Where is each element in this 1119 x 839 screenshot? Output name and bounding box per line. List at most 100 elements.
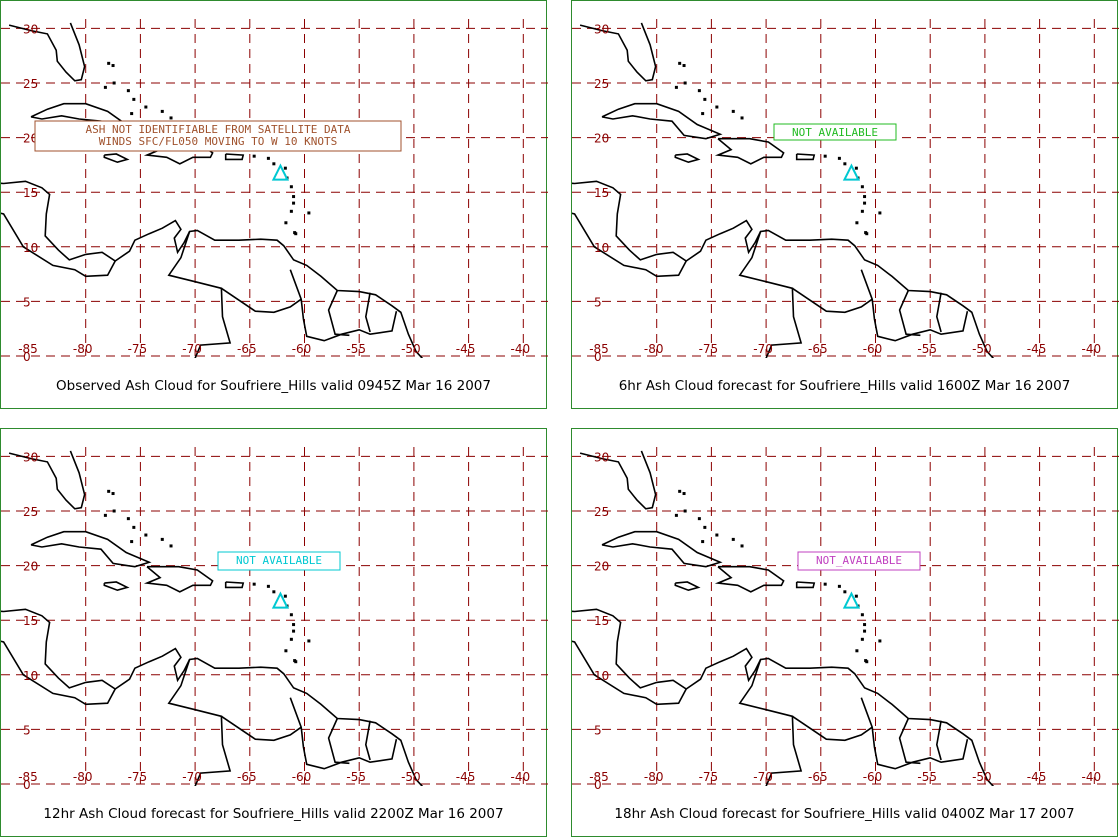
longitude-label: -55 <box>917 342 937 356</box>
island <box>715 105 719 109</box>
latitude-label: 20 <box>594 560 609 574</box>
coastline-centralam <box>1 180 117 278</box>
latitude-label: 10 <box>23 241 38 255</box>
map-panel-12hr: 30 25 20 15 10 5 0 -85 -80 -75 -70 -65 -60 -55 -50 -45 -… <box>0 428 548 837</box>
coastline-bound2 <box>860 269 969 342</box>
latitude-label: 25 <box>23 77 38 91</box>
coastline-bound3 <box>898 718 921 765</box>
lat-lon-grid <box>572 19 1119 357</box>
longitude-label: -40 <box>510 342 530 356</box>
coastline-bound2 <box>289 697 398 770</box>
coastline-florida <box>8 22 86 82</box>
longitude-label: -65 <box>808 342 828 356</box>
island <box>111 64 115 68</box>
volcano-icon <box>271 591 290 609</box>
island <box>843 162 847 166</box>
island <box>112 509 116 513</box>
island <box>678 489 682 493</box>
island <box>715 533 719 537</box>
island <box>703 525 707 529</box>
longitude-label: -45 <box>1027 342 1047 356</box>
island <box>283 166 287 170</box>
volcano-icon <box>842 591 861 609</box>
island <box>860 209 864 213</box>
island <box>863 629 867 633</box>
longitude-label: -70 <box>753 770 773 784</box>
coastline-southam <box>114 647 424 786</box>
latitude-label: 30 <box>23 22 38 36</box>
island <box>701 540 705 544</box>
longitude-label: -85 <box>18 770 38 784</box>
longitude-label: -45 <box>456 770 476 784</box>
island <box>674 513 678 517</box>
coastline-bound3 <box>327 718 350 765</box>
island <box>103 513 107 517</box>
island <box>284 221 288 225</box>
longitude-label: -50 <box>401 770 421 784</box>
island <box>292 195 296 199</box>
latitude-label: 15 <box>23 614 38 628</box>
coastline-hispaniola <box>143 565 214 593</box>
panel-caption: 12hr Ash Cloud forecast for Soufriere_Hi… <box>43 806 504 822</box>
island <box>272 162 276 166</box>
latitude-label: 20 <box>23 132 38 146</box>
lat-lon-grid <box>1 447 548 785</box>
island <box>823 582 827 586</box>
island <box>682 64 686 68</box>
longitude-label: -75 <box>699 342 719 356</box>
annotation-text: NOT AVAILABLE <box>236 554 322 567</box>
longitude-label: -70 <box>182 770 202 784</box>
latitude-label: 25 <box>23 505 38 519</box>
longitude-label: -80 <box>644 770 664 784</box>
latitude-label: 20 <box>594 132 609 146</box>
island <box>697 517 701 521</box>
coastline-bound5 <box>220 287 302 314</box>
island <box>144 105 148 109</box>
island <box>169 116 173 120</box>
ash-cloud-map: 30 25 20 15 10 5 0-85 -80 -75 -70 -65 -60 -55 -50 -45 -… <box>1 19 548 364</box>
island <box>837 156 841 160</box>
island <box>307 639 311 643</box>
latitude-label: 15 <box>23 186 38 200</box>
map-panel-18hr: 30 25 20 15 10 5 0 -85 -80 -75 -70 -65 -60 -55 -50 -45 -… <box>571 428 1119 837</box>
island <box>292 629 296 633</box>
annotation-text: NOT AVAILABLE <box>792 126 878 139</box>
island <box>289 613 293 617</box>
island <box>252 154 256 158</box>
latitude-label: 10 <box>23 669 38 683</box>
coastline-southam <box>114 219 424 358</box>
coastlines <box>572 22 995 358</box>
ash-cloud-map: 30 25 20 15 10 5 0-85 -80 -75 -70 -65 -60 -55 -50 -45 -… <box>1 447 548 792</box>
island <box>674 85 678 89</box>
latitude-label: 0 <box>23 350 31 364</box>
latitude-label: 5 <box>23 723 31 737</box>
coastline-bound1 <box>167 231 232 358</box>
coastline-bound6 <box>728 793 771 797</box>
island <box>701 112 705 116</box>
island <box>855 221 859 225</box>
island <box>863 201 867 205</box>
annotation-text: ASH NOT IDENTIFIABLE FROM SATELLITE DATA <box>86 123 351 136</box>
island <box>284 649 288 653</box>
coastline-puertorico <box>795 581 816 589</box>
longitude-label: -80 <box>73 770 93 784</box>
annotation-text: WINDS SFC/FL050 MOVING TO W 10 KNOTS <box>99 135 337 148</box>
island <box>292 623 296 627</box>
annotation-box: ASH NOT IDENTIFIABLE FROM SATELLITE DATA… <box>34 120 402 152</box>
coastline-puertorico <box>224 581 245 589</box>
annotation-box: NOT AVAILABLE <box>217 551 341 571</box>
longitude-label: -55 <box>917 770 937 784</box>
longitude-label: -45 <box>1027 770 1047 784</box>
coastline-puertorico <box>795 153 816 161</box>
coastline-southam <box>685 647 995 786</box>
island <box>860 637 864 641</box>
island <box>289 209 293 213</box>
island <box>289 185 293 189</box>
map-panel-6hr: 30 25 20 15 10 5 0 -85 -80 -75 -70 -65 -60 -55 -50 -45 -… <box>571 0 1119 409</box>
island <box>130 112 134 116</box>
lat-lon-grid <box>1 19 548 357</box>
coastline-jamaica <box>103 581 130 592</box>
latitude-label: 25 <box>594 505 609 519</box>
island <box>294 660 298 664</box>
longitude-label: -60 <box>863 770 883 784</box>
